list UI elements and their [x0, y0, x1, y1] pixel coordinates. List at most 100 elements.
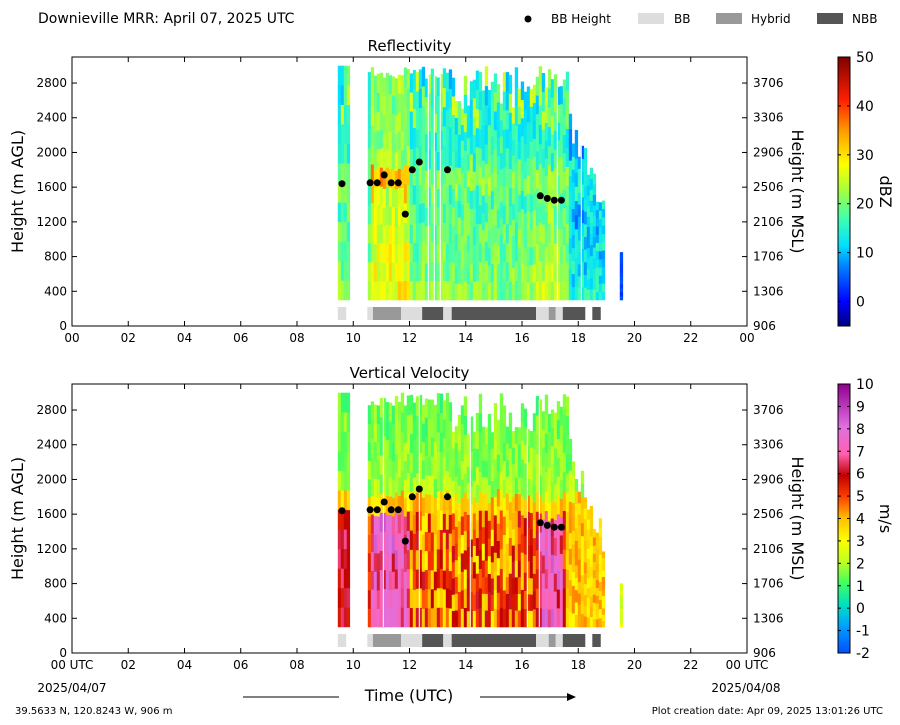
- legend-swatch-nbb: [817, 13, 843, 24]
- legend-label-hybrid: Hybrid: [751, 12, 791, 26]
- x-tick-label: 16: [514, 658, 529, 672]
- x-tick-label: 00 UTC: [726, 658, 769, 672]
- bb-height-point: [415, 158, 423, 166]
- x-tick-label: 10: [346, 658, 361, 672]
- bb-type-segment: [536, 634, 549, 647]
- x-tick-label: 14: [458, 331, 473, 345]
- x-tick-label: 20: [627, 658, 642, 672]
- y-tick-label: 1600: [36, 180, 67, 194]
- y-right-tick-label: 3306: [753, 438, 784, 452]
- x-tick-label: 10: [346, 331, 361, 345]
- y-right-tick-label: 2106: [753, 215, 784, 229]
- x-tick-label: 22: [683, 658, 698, 672]
- y-tick-label: 400: [44, 284, 67, 298]
- bb-height-point: [550, 196, 558, 204]
- colorbar-tick-label: 30: [856, 148, 874, 164]
- bb-height-point: [401, 537, 409, 545]
- colorbar-label: dBZ: [876, 175, 895, 207]
- y-axis-right-label: Height (m MSL): [788, 456, 807, 580]
- bb-height-point: [536, 519, 544, 527]
- bb-height-point: [338, 180, 346, 188]
- bb-type-segment: [443, 634, 452, 647]
- bb-height-point: [380, 498, 388, 506]
- colorbar-tick-label: 5: [856, 489, 865, 505]
- legend-label-bb-height: BB Height: [551, 12, 611, 26]
- bb-height-points: [338, 485, 565, 545]
- bb-type-segment: [401, 307, 423, 320]
- time-arrow-head-icon: [567, 693, 576, 701]
- bb-height-point: [408, 493, 416, 501]
- bb-height-point: [557, 523, 565, 531]
- bb-type-segment: [451, 307, 537, 320]
- x-axis-label: Time (UTC): [364, 686, 453, 705]
- x-tick-label: 22: [683, 331, 698, 345]
- colorbar-tick-label: 8: [856, 422, 865, 438]
- bb-height-point: [543, 521, 551, 529]
- colorbar-tick-label: 10: [856, 377, 874, 393]
- figure-title: Downieville MRR: April 07, 2025 UTC: [38, 11, 295, 27]
- y-tick-label: 0: [59, 319, 67, 333]
- colorbar-tick-label: 4: [856, 512, 865, 528]
- panel-title: Reflectivity: [368, 37, 452, 55]
- x-tick-label: 06: [233, 331, 248, 345]
- y-tick-label: 400: [44, 611, 67, 625]
- bb-height-point: [536, 192, 544, 200]
- x-start-date: 2025/04/07: [37, 681, 106, 695]
- x-tick-label: 16: [514, 331, 529, 345]
- bb-type-segment: [451, 634, 537, 647]
- y-axis-label: Height (m AGL): [8, 130, 27, 253]
- y-right-tick-label: 1306: [753, 284, 784, 298]
- colorbar-tick-label: 20: [856, 197, 874, 213]
- y-tick-label: 2000: [36, 145, 67, 159]
- colorbar-tick-label: 2: [856, 556, 865, 572]
- bb-height-point: [373, 506, 381, 514]
- y-tick-label: 800: [44, 250, 67, 264]
- y-right-tick-label: 3706: [753, 403, 784, 417]
- legend-swatch-bb: [638, 13, 664, 24]
- y-tick-label: 2400: [36, 438, 67, 452]
- y-right-tick-label: 1706: [753, 250, 784, 264]
- bb-height-point: [401, 210, 409, 218]
- bb-type-segment: [367, 307, 373, 320]
- y-right-tick-label: 2906: [753, 472, 784, 486]
- bb-type-segment: [401, 634, 423, 647]
- y-tick-label: 1600: [36, 507, 67, 521]
- x-tick-label: 18: [571, 658, 586, 672]
- y-tick-label: 2000: [36, 472, 67, 486]
- bb-height-point: [557, 196, 565, 204]
- bb-type-segment: [337, 634, 347, 647]
- x-tick-label: 12: [402, 658, 417, 672]
- station-location: 39.5633 N, 120.8243 W, 906 m: [15, 706, 173, 717]
- colorbar: 0 10 20 30 40 50 dBZ: [837, 50, 895, 327]
- x-tick-label: 00 UTC: [51, 658, 94, 672]
- bb-type-segment: [422, 307, 444, 320]
- radar-field: [337, 65, 624, 301]
- bb-height-point: [373, 179, 381, 187]
- colorbar-tick-label: -1: [856, 624, 870, 640]
- bb-type-segment: [422, 634, 444, 647]
- bb-height-point: [550, 523, 558, 531]
- bb-type-segment: [555, 307, 563, 320]
- plot-creation-date: Plot creation date: Apr 09, 2025 13:01:2…: [652, 706, 883, 717]
- y-tick-label: 2800: [36, 76, 67, 90]
- bb-type-segment: [337, 307, 347, 320]
- bb-height-point: [444, 493, 451, 501]
- bb-height-point: [543, 194, 551, 202]
- y-right-tick-label: 2906: [753, 145, 784, 159]
- legend-bb-height-dot-icon: [524, 15, 532, 23]
- x-tick-label: 06: [233, 658, 248, 672]
- bb-type-segment: [562, 634, 586, 647]
- y-tick-label: 2800: [36, 403, 67, 417]
- bb-type-segment: [592, 634, 601, 647]
- bb-type-segment: [536, 307, 549, 320]
- bb-type-segment: [555, 634, 563, 647]
- y-tick-label: 1200: [36, 542, 67, 556]
- x-tick-label: 20: [627, 331, 642, 345]
- colorbar: -2 -1 0 1 2 3 4 5 6 7 8 9 10 m/s: [837, 377, 895, 662]
- y-tick-label: 1200: [36, 215, 67, 229]
- bb-type-strip: [337, 634, 601, 647]
- legend: BB Height BB Hybrid NBB: [524, 12, 877, 26]
- y-tick-label: 800: [44, 577, 67, 591]
- y-right-tick-label: 906: [753, 319, 776, 333]
